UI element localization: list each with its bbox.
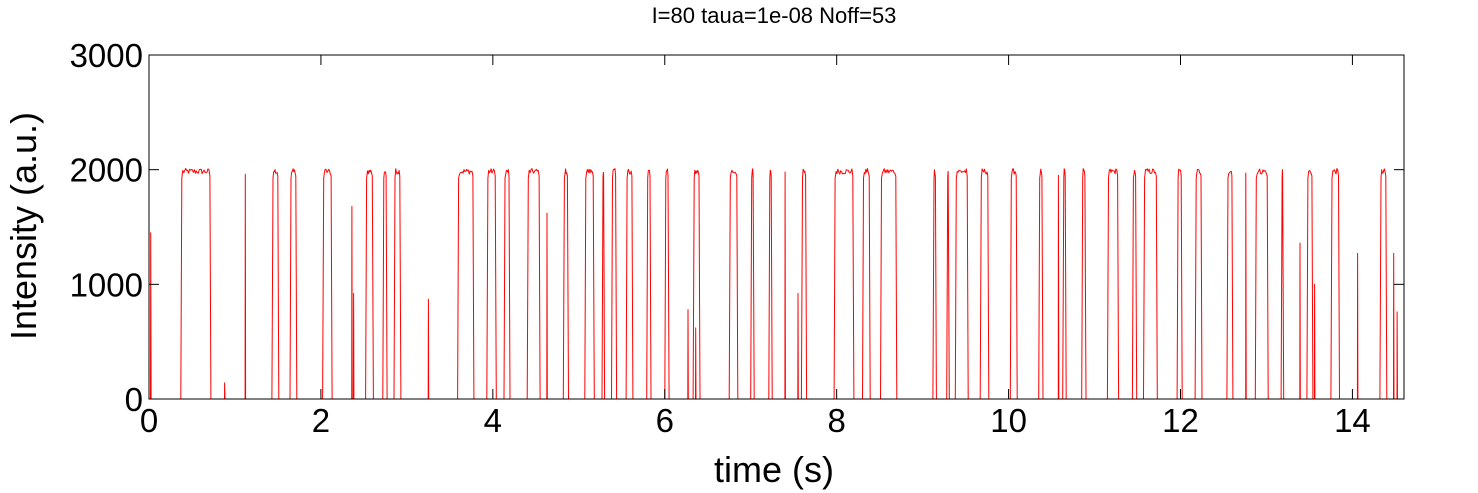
x-tick-label: 2 xyxy=(312,402,330,439)
y-tick-label: 1000 xyxy=(70,266,143,303)
x-tick-label: 8 xyxy=(827,402,845,439)
y-tick-label: 2000 xyxy=(70,152,143,189)
x-axis-label: time (s) xyxy=(714,449,834,490)
chart-title: I=80 taua=1e-08 Noff=53 xyxy=(652,3,897,28)
plot-area xyxy=(148,54,1405,400)
y-tick-label: 3000 xyxy=(70,37,143,74)
ticks-layer: 0 2 4 6 8 10 12 14 0 1000 2000 3000 xyxy=(70,37,1404,439)
x-tick-label: 6 xyxy=(656,402,674,439)
x-tick-label: 12 xyxy=(1162,402,1199,439)
y-tick-label: 0 xyxy=(125,381,143,418)
y-axis-label: Intensity (a.u.) xyxy=(3,112,44,340)
plot-frame xyxy=(148,54,1405,400)
x-tick-label: 0 xyxy=(140,402,158,439)
plot-background xyxy=(149,55,1404,399)
x-tick-label: 4 xyxy=(484,402,502,439)
x-tick-label: 14 xyxy=(1334,402,1371,439)
x-tick-label: 10 xyxy=(990,402,1027,439)
